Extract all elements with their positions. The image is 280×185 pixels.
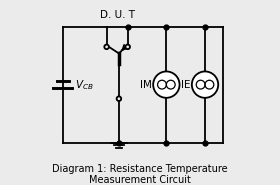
Text: Diagram 1: Resistance Temperature
Measurement Circuit: Diagram 1: Resistance Temperature Measur… [52,164,228,185]
Circle shape [192,71,218,98]
Circle shape [153,71,179,98]
Text: IM: IM [139,80,151,90]
Circle shape [104,45,109,49]
Text: IE: IE [181,80,190,90]
Text: $V_{CB}$: $V_{CB}$ [75,78,94,92]
Circle shape [125,45,130,49]
Text: D. U. T: D. U. T [100,10,135,20]
Circle shape [117,96,121,101]
